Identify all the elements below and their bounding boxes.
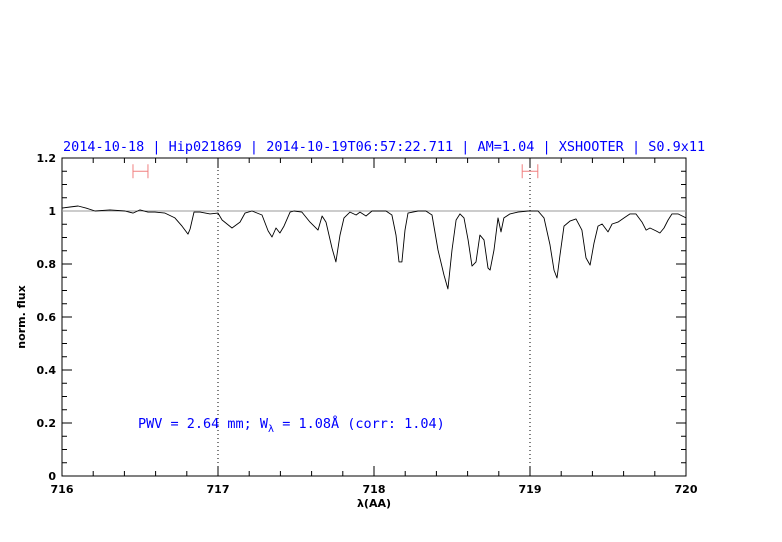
- x-tick-label: 718: [363, 483, 386, 496]
- x-tick-label: 720: [675, 483, 698, 496]
- y-tick-label: 1.2: [37, 152, 57, 165]
- y-tick-label: 0.6: [37, 311, 57, 324]
- y-tick-label: 0: [48, 470, 56, 483]
- error-bar: [521, 164, 539, 179]
- y-axis-label: norm. flux: [15, 285, 28, 348]
- chart-title: 2014-10-18 | Hip021869 | 2014-10-19T06:5…: [63, 139, 705, 155]
- y-tick-label: 0.4: [37, 364, 57, 377]
- y-tick-label: 0.2: [37, 417, 57, 430]
- annotation-subscript: λ: [268, 424, 274, 435]
- y-tick-label: 1: [48, 205, 56, 218]
- x-tick-label: 719: [519, 483, 542, 496]
- x-axis-label: λ(AA): [357, 497, 391, 510]
- axes: 716 717 718 719 720 0 0.2 0.4 0.6 0.8 1 1.2: [37, 152, 698, 496]
- error-bar: [132, 164, 149, 179]
- x-tick-label: 716: [51, 483, 74, 496]
- x-tick-label: 717: [207, 483, 230, 496]
- marks: [61, 158, 687, 476]
- annotation: PWV = 2.64 mm; Wλ = 1.08Å (corr: 1.04): [138, 415, 445, 435]
- spectrum-line: [61, 205, 687, 290]
- annotation-suffix: = 1.08Å (corr: 1.04): [274, 415, 445, 432]
- y-tick-label: 0.8: [37, 258, 57, 271]
- annotation-prefix: PWV = 2.64 mm; W: [138, 416, 269, 432]
